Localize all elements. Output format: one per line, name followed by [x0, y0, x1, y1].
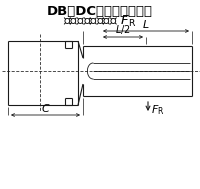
Text: $L$: $L$	[142, 18, 150, 29]
Text: 轴伸许用径向载荷 $F_\mathrm{R}$: 轴伸许用径向载荷 $F_\mathrm{R}$	[63, 14, 137, 29]
Text: DB、DC型减速器输出轴: DB、DC型减速器输出轴	[47, 5, 153, 18]
Text: $C$: $C$	[41, 102, 50, 114]
Text: $L/2$: $L/2$	[115, 23, 131, 36]
Text: $F_\mathrm{R}$: $F_\mathrm{R}$	[151, 103, 165, 117]
